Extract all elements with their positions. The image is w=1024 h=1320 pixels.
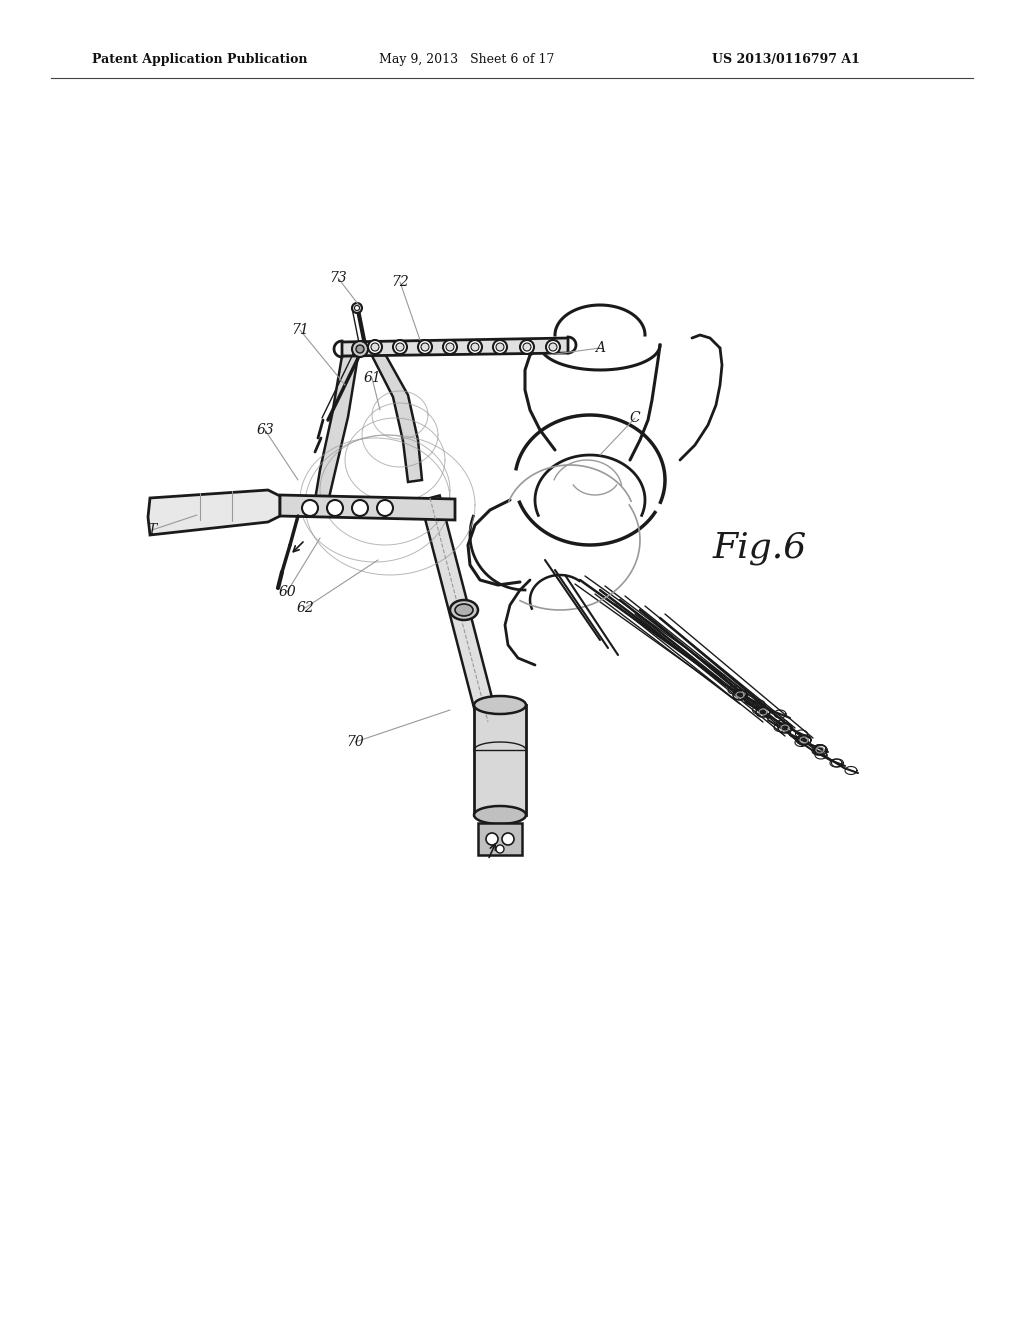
Polygon shape [148,490,280,535]
Text: Fig.6: Fig.6 [713,531,807,565]
Text: 61: 61 [364,371,381,385]
Circle shape [352,500,368,516]
Ellipse shape [474,807,526,824]
Circle shape [443,341,457,354]
Circle shape [302,500,318,516]
Text: A: A [595,341,605,355]
Text: 73: 73 [329,271,347,285]
Ellipse shape [474,696,526,714]
Text: T: T [147,523,157,537]
Text: 72: 72 [391,275,409,289]
Circle shape [354,305,359,310]
Circle shape [546,341,560,354]
Circle shape [549,343,557,351]
Text: May 9, 2013   Sheet 6 of 17: May 9, 2013 Sheet 6 of 17 [379,53,554,66]
Text: 60: 60 [279,585,296,599]
Circle shape [396,343,404,351]
Circle shape [356,345,364,352]
Text: 71: 71 [291,323,309,337]
Circle shape [421,343,429,351]
Text: US 2013/0116797 A1: US 2013/0116797 A1 [712,53,859,66]
Circle shape [468,341,482,354]
Circle shape [368,341,382,354]
Polygon shape [420,495,498,725]
Polygon shape [280,495,455,520]
Circle shape [493,341,507,354]
Ellipse shape [455,605,473,616]
Circle shape [377,500,393,516]
Polygon shape [315,356,358,502]
Text: C: C [630,411,640,425]
Circle shape [327,500,343,516]
Circle shape [471,343,479,351]
Circle shape [496,845,504,853]
Circle shape [520,341,534,354]
Circle shape [418,341,432,354]
Polygon shape [365,342,422,482]
Circle shape [486,833,498,845]
Circle shape [446,343,454,351]
Circle shape [352,304,362,313]
Polygon shape [478,822,522,855]
Circle shape [523,343,531,351]
Circle shape [496,343,504,351]
Text: 70: 70 [346,735,364,748]
Text: 62: 62 [296,601,314,615]
Ellipse shape [450,601,478,620]
Polygon shape [342,338,568,356]
Text: 63: 63 [256,422,273,437]
Circle shape [352,341,368,356]
Circle shape [502,833,514,845]
Polygon shape [474,705,526,814]
Text: Patent Application Publication: Patent Application Publication [92,53,307,66]
Circle shape [393,341,407,354]
Circle shape [371,343,379,351]
